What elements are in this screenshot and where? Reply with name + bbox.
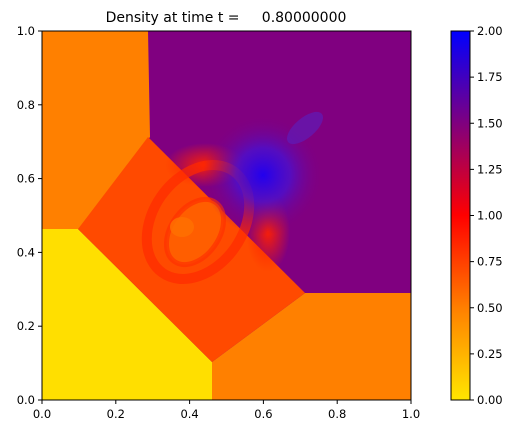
colorbar-tick-label: 1.25 xyxy=(477,162,503,176)
colorbar-tick-label: 0.75 xyxy=(477,255,503,269)
y-axis-ticks: 0.0 0.2 0.4 0.6 0.8 1.0 xyxy=(17,24,42,407)
colorbar-tick-label: 2.00 xyxy=(477,24,503,38)
y-tick-label: 0.6 xyxy=(17,172,35,186)
region-lower-left xyxy=(42,229,212,400)
colorbar xyxy=(450,30,471,401)
y-tick-label: 1.0 xyxy=(17,24,35,38)
colorbar-tick-label: 1.50 xyxy=(477,116,503,130)
x-tick-label: 0.6 xyxy=(254,407,272,421)
region-lower-right xyxy=(212,293,411,400)
colorbar-tick-label: 1.00 xyxy=(477,209,503,223)
x-tick-label: 0.4 xyxy=(180,407,198,421)
x-tick-label: 1.0 xyxy=(402,407,420,421)
y-tick-label: 0.0 xyxy=(17,393,35,407)
colorbar-tick-label: 1.75 xyxy=(477,70,503,84)
plot-area xyxy=(42,31,411,400)
plot-frame xyxy=(41,30,412,401)
x-tick-label: 0.2 xyxy=(107,407,125,421)
colorbar-tick-label: 0.50 xyxy=(477,301,503,315)
x-tick-label: 0.0 xyxy=(33,407,51,421)
y-tick-label: 0.4 xyxy=(17,245,35,259)
colorbar-ticks: 0.00 0.25 0.50 0.75 1.00 1.25 1.50 1.75 2.00 xyxy=(470,24,503,407)
dense-spot-arm xyxy=(286,111,324,145)
x-tick-label: 0.8 xyxy=(328,407,346,421)
y-tick-label: 0.8 xyxy=(17,98,35,112)
region-upper-left xyxy=(42,31,150,229)
dense-spot xyxy=(203,115,323,235)
vortex-core xyxy=(170,217,194,237)
chart-title: Density at time t = 0.80000000 xyxy=(106,10,347,26)
colorbar-tick-label: 0.25 xyxy=(477,347,503,361)
y-tick-label: 0.2 xyxy=(17,319,35,333)
x-axis-ticks: 0.0 0.2 0.4 0.6 0.8 1.0 xyxy=(33,400,420,421)
colorbar-tick-label: 0.00 xyxy=(477,393,503,407)
